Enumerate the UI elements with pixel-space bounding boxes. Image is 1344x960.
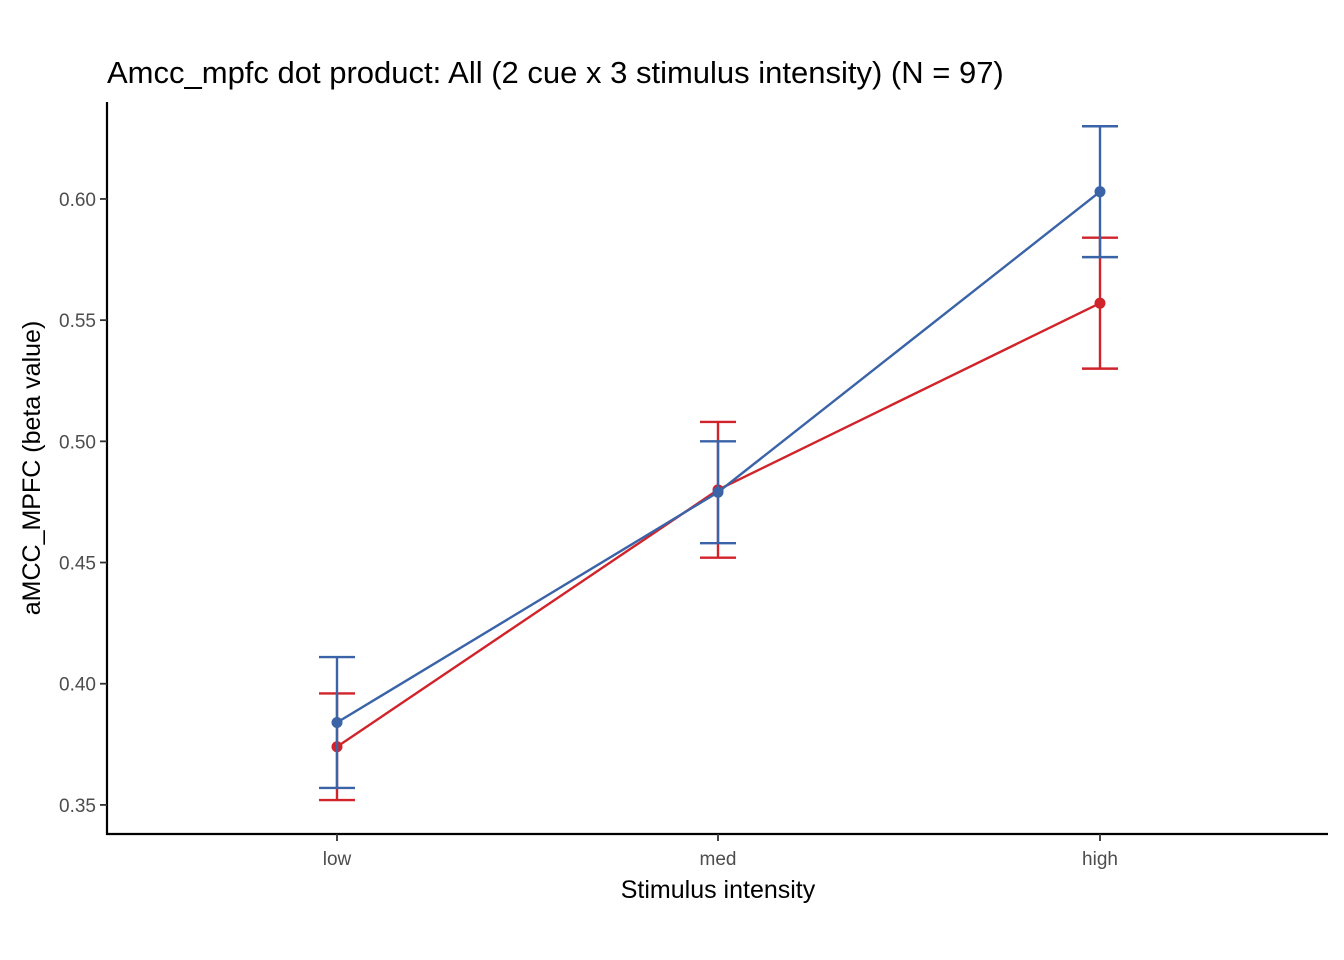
y-tick-label: 0.50	[59, 432, 96, 453]
x-axis-ticks: low med high	[323, 834, 1118, 870]
y-tick-label: 0.45	[59, 554, 96, 575]
plot-area	[319, 125, 1118, 802]
x-tick-label: low	[323, 849, 352, 870]
y-tick-label: 0.40	[59, 675, 96, 696]
data-point	[1094, 186, 1106, 198]
x-axis-title: Stimulus intensity	[621, 876, 816, 904]
y-axis-ticks: 0.35 0.40 0.45 0.50 0.55 0.60	[59, 190, 107, 817]
y-tick-label: 0.55	[59, 311, 96, 332]
y-tick-label: 0.35	[59, 796, 96, 817]
chart-title: Amcc_mpfc dot product: All (2 cue x 3 st…	[107, 55, 1004, 90]
x-tick-label: med	[700, 849, 737, 870]
x-tick-label: high	[1082, 849, 1118, 870]
y-tick-label: 0.60	[59, 190, 96, 211]
data-point	[712, 486, 724, 498]
y-axis-title: aMCC_MPFC (beta value)	[18, 321, 46, 616]
data-point	[1094, 297, 1106, 309]
series-2	[319, 125, 1118, 790]
data-point	[331, 717, 343, 729]
